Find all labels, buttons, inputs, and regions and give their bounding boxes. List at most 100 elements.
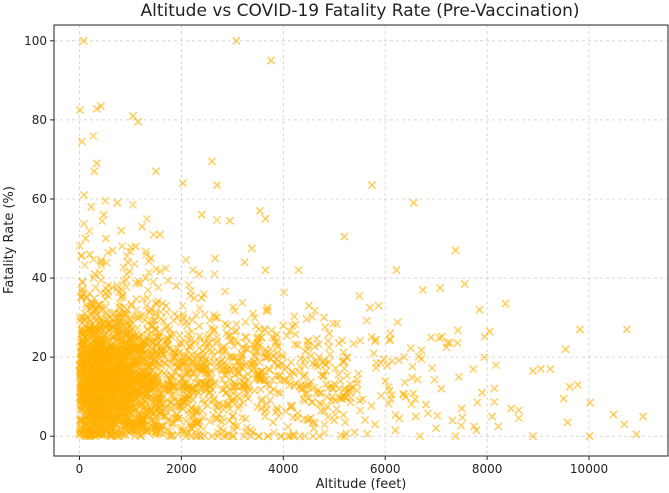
data-point xyxy=(85,321,94,330)
data-point xyxy=(240,344,250,353)
data-point xyxy=(75,416,84,425)
data-point xyxy=(369,349,378,358)
x-tick-label: 6000 xyxy=(370,462,401,476)
data-point xyxy=(406,344,415,353)
data-point xyxy=(79,219,89,228)
data-point xyxy=(573,380,582,389)
data-point xyxy=(76,368,85,377)
data-point xyxy=(186,286,195,296)
data-point xyxy=(253,347,262,356)
data-point xyxy=(312,358,321,367)
data-point xyxy=(92,104,101,113)
data-point xyxy=(457,404,466,413)
data-point xyxy=(314,353,324,362)
data-point xyxy=(289,369,298,378)
data-point xyxy=(372,359,381,368)
data-point xyxy=(162,322,171,331)
data-point xyxy=(296,432,305,441)
data-point xyxy=(354,369,363,378)
data-point xyxy=(257,376,266,385)
data-point xyxy=(385,336,394,345)
data-point xyxy=(106,369,115,378)
data-point xyxy=(339,410,348,419)
data-point xyxy=(263,432,273,441)
data-point xyxy=(207,432,217,441)
data-point xyxy=(75,394,84,403)
data-point xyxy=(622,325,631,334)
data-point xyxy=(135,350,144,359)
data-point xyxy=(288,321,297,331)
data-point xyxy=(432,424,441,433)
data-point xyxy=(266,56,276,65)
data-point xyxy=(414,352,423,361)
data-point xyxy=(488,412,497,421)
data-point xyxy=(193,387,203,397)
data-point xyxy=(381,376,390,386)
data-point xyxy=(75,313,84,322)
data-point xyxy=(435,333,444,343)
data-point xyxy=(276,432,286,441)
data-point xyxy=(126,392,135,402)
data-point xyxy=(268,418,278,427)
data-point xyxy=(111,420,120,430)
data-point xyxy=(491,361,501,370)
data-point xyxy=(178,179,188,188)
data-point xyxy=(178,301,187,310)
data-point xyxy=(89,350,99,359)
data-point xyxy=(167,432,176,441)
data-point xyxy=(82,349,91,358)
data-point xyxy=(154,354,164,363)
data-point xyxy=(370,337,380,346)
data-point xyxy=(473,398,482,407)
data-point xyxy=(490,397,499,407)
data-point xyxy=(93,341,102,350)
data-point xyxy=(102,367,111,377)
data-point xyxy=(293,413,302,422)
data-point xyxy=(196,417,205,426)
data-point xyxy=(84,366,94,376)
data-point xyxy=(212,181,222,190)
data-point xyxy=(101,295,110,304)
data-point xyxy=(79,339,88,348)
data-point xyxy=(475,305,484,314)
data-point xyxy=(271,337,280,346)
data-point xyxy=(116,408,125,417)
data-point xyxy=(339,348,348,357)
data-point xyxy=(472,426,481,435)
data-point xyxy=(340,432,349,441)
data-point xyxy=(417,346,426,355)
data-point xyxy=(102,314,112,324)
data-point xyxy=(188,385,197,395)
data-point xyxy=(205,330,214,340)
data-point xyxy=(391,426,400,435)
data-point xyxy=(262,380,271,389)
data-point xyxy=(93,390,102,399)
data-point xyxy=(263,306,273,315)
y-tick-label: 60 xyxy=(32,192,47,206)
data-point xyxy=(130,404,139,414)
data-point xyxy=(150,325,160,334)
data-point xyxy=(142,301,151,310)
data-point xyxy=(316,406,326,416)
data-point xyxy=(400,378,409,387)
data-point xyxy=(79,363,88,373)
data-point xyxy=(84,424,93,433)
data-point xyxy=(114,288,123,297)
data-point xyxy=(197,293,206,302)
data-point xyxy=(267,326,276,335)
data-point xyxy=(189,294,199,303)
data-point xyxy=(175,331,184,340)
data-point xyxy=(212,402,221,411)
data-point xyxy=(299,414,309,424)
data-point xyxy=(80,345,90,354)
data-point xyxy=(166,371,176,381)
chart-title: Altitude vs COVID-19 Fatality Rate (Pre-… xyxy=(140,1,579,21)
data-point xyxy=(384,399,393,409)
data-point xyxy=(609,410,618,419)
data-point xyxy=(94,365,103,374)
data-point xyxy=(90,432,99,441)
data-point xyxy=(163,378,172,387)
data-point xyxy=(127,301,136,310)
data-point xyxy=(178,361,187,370)
data-point xyxy=(285,327,294,336)
